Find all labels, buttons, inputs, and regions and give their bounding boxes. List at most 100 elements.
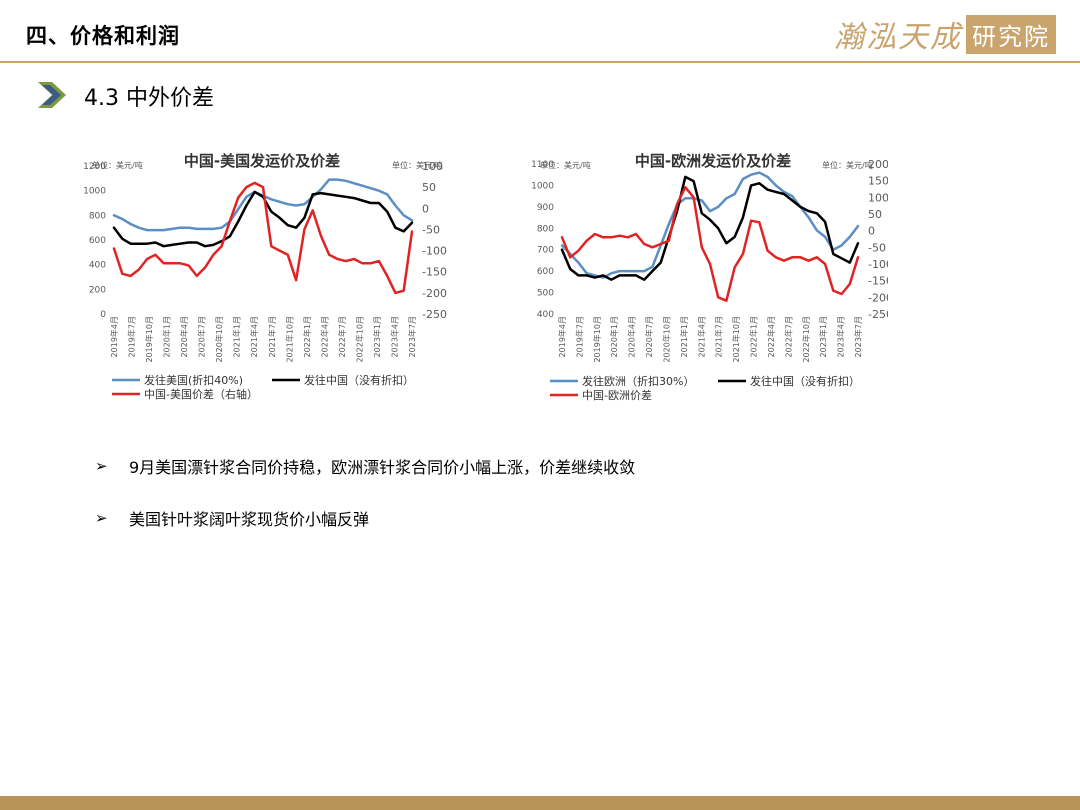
x-tick-label: 2020年4月 [179, 316, 189, 357]
y-left-tick-label: 1100 [531, 160, 554, 170]
y-right-tick-label: 200 [868, 158, 888, 171]
x-tick-label: 2022年7月 [337, 316, 347, 357]
y-left-tick-label: 400 [537, 310, 554, 320]
x-tick-label: 2023年7月 [407, 316, 417, 357]
x-tick-label: 2021年4月 [696, 316, 706, 357]
x-tick-label: 2020年7月 [644, 316, 654, 357]
x-tick-label: 2022年1月 [302, 316, 312, 357]
logo-box-text: 研究院 [966, 14, 1056, 54]
x-tick-label: 2020年7月 [197, 316, 207, 357]
y-right-tick-label: -200 [868, 291, 888, 304]
x-tick-label: 2020年1月 [162, 316, 172, 357]
y-left-tick-label: 800 [537, 224, 554, 234]
x-tick-label: 2022年4月 [766, 316, 776, 357]
legend-label: 中国-欧洲价差 [582, 388, 652, 402]
x-tick-label: 2021年10月 [731, 316, 741, 363]
x-tick-label: 2020年4月 [627, 316, 637, 357]
series-line [560, 175, 860, 281]
x-tick-label: 2021年1月 [679, 316, 689, 357]
logo-script-text: 瀚泓天成 [834, 20, 962, 55]
x-tick-label: 2019年4月 [557, 316, 567, 357]
x-tick-label: 2022年4月 [319, 316, 329, 357]
chart-title: 中国-欧洲发运价及价差 [635, 152, 791, 170]
bullet-text: 9月美国漂针浆合同价持稳，欧洲漂针浆合同价小幅上涨，价差继续收敛 [129, 458, 636, 477]
series-line [112, 190, 414, 248]
footer-bar [0, 796, 1080, 810]
y-right-tick-label: -250 [868, 308, 888, 321]
left-axis-unit: 单位：美元/吨 [92, 160, 143, 170]
header-divider [0, 61, 1080, 63]
y-left-tick-label: 0 [100, 310, 106, 320]
x-tick-label: 2021年1月 [232, 316, 242, 357]
x-tick-label: 2022年1月 [749, 316, 759, 357]
series-line [560, 186, 860, 302]
x-tick-label: 2023年1月 [372, 316, 382, 357]
legend-label: 中国-美国价差（右轴） [144, 387, 258, 401]
y-right-tick-label: -150 [422, 266, 447, 279]
x-tick-label: 2021年10月 [284, 316, 294, 363]
y-right-tick-label: -100 [422, 245, 447, 258]
chart-china-us: 中国-美国发运价及价差 单位：美元/吨 单位：美元/吨 0 200 400 600 800 10… [83, 152, 447, 401]
x-tick-label: 2021年7月 [714, 316, 724, 357]
y-right-tick-label: 100 [868, 191, 888, 204]
y-left-tick-label: 1000 [531, 181, 554, 191]
x-tick-label: 2020年10月 [661, 316, 671, 363]
section-title: 4.3 中外价差 [84, 86, 214, 111]
y-left-tick-label: 800 [89, 211, 106, 221]
y-right-tick-label: 0 [868, 225, 875, 238]
y-right-tick-label: -50 [422, 223, 440, 236]
y-left-tick-label: 500 [537, 289, 554, 299]
x-tick-label: 2019年7月 [574, 316, 584, 357]
y-right-tick-label: 0 [422, 202, 429, 215]
y-left-tick-label: 600 [537, 267, 554, 277]
legend-label: 发往中国（没有折扣） [304, 373, 414, 387]
y-right-tick-label: 150 [868, 175, 888, 188]
right-axis-unit: 单位：美元/吨 [392, 160, 443, 170]
y-right-tick-label: -150 [868, 275, 888, 288]
bullet-list: ➢ 9月美国漂针浆合同价持稳，欧洲漂针浆合同价小幅上涨，价差继续收敛 ➢ 美国针… [95, 454, 635, 558]
x-tick-label: 2020年1月 [609, 316, 619, 357]
y-left-tick-label: 1200 [83, 162, 106, 172]
x-tick-label: 2022年7月 [783, 316, 793, 357]
x-tick-label: 2020年10月 [214, 316, 224, 363]
y-right-tick-label: -200 [422, 287, 447, 300]
x-tick-label: 2021年4月 [249, 316, 259, 357]
company-logo: 瀚泓天成 研究院 [834, 14, 1056, 55]
x-tick-label: 2019年10月 [592, 316, 602, 363]
page-title: 四、价格和利润 [26, 24, 180, 48]
bullet-item: ➢ 9月美国漂针浆合同价持稳，欧洲漂针浆合同价小幅上涨，价差继续收敛 [95, 454, 635, 478]
chart-title: 中国-美国发运价及价差 [184, 152, 340, 170]
x-tick-label: 2023年7月 [853, 316, 863, 357]
x-tick-label: 2019年4月 [109, 316, 119, 357]
x-tick-label: 2023年4月 [389, 316, 399, 357]
legend-label: 发往美国(折扣40%) [144, 373, 243, 387]
legend-label: 发往欧洲（折扣30%） [582, 374, 694, 388]
y-left-tick-label: 600 [89, 236, 106, 246]
bullet-item: ➢ 美国针叶浆阔叶浆现货价小幅反弹 [95, 506, 635, 530]
x-tick-label: 2023年4月 [836, 316, 846, 357]
y-left-tick-label: 200 [89, 285, 106, 295]
y-left-tick-label: 700 [537, 246, 554, 256]
arrow-bullet-icon: ➢ [95, 457, 108, 475]
x-tick-label: 2022年10月 [801, 316, 811, 363]
x-tick-label: 2022年10月 [354, 316, 364, 363]
y-left-tick-label: 400 [89, 261, 106, 271]
series-line [112, 181, 414, 295]
y-right-tick-label: -100 [868, 258, 888, 271]
y-right-tick-label: 50 [422, 181, 436, 194]
left-axis-unit: 单位：美元/吨 [540, 160, 591, 170]
y-right-tick-label: -50 [868, 241, 886, 254]
y-left-tick-label: 1000 [83, 187, 106, 197]
arrow-bullet-icon: ➢ [95, 509, 108, 527]
right-axis-unit: 单位：美元/吨 [822, 160, 873, 170]
y-right-tick-label: 100 [422, 160, 443, 173]
section-chevron-icon [38, 82, 66, 108]
series-line [560, 171, 860, 279]
y-right-tick-label: 50 [868, 208, 882, 221]
legend-label: 发往中国（没有折扣） [750, 374, 860, 388]
y-left-tick-label: 900 [537, 203, 554, 213]
x-tick-label: 2021年7月 [267, 316, 277, 357]
x-tick-label: 2023年1月 [818, 316, 828, 357]
y-right-tick-label: -250 [422, 308, 447, 321]
